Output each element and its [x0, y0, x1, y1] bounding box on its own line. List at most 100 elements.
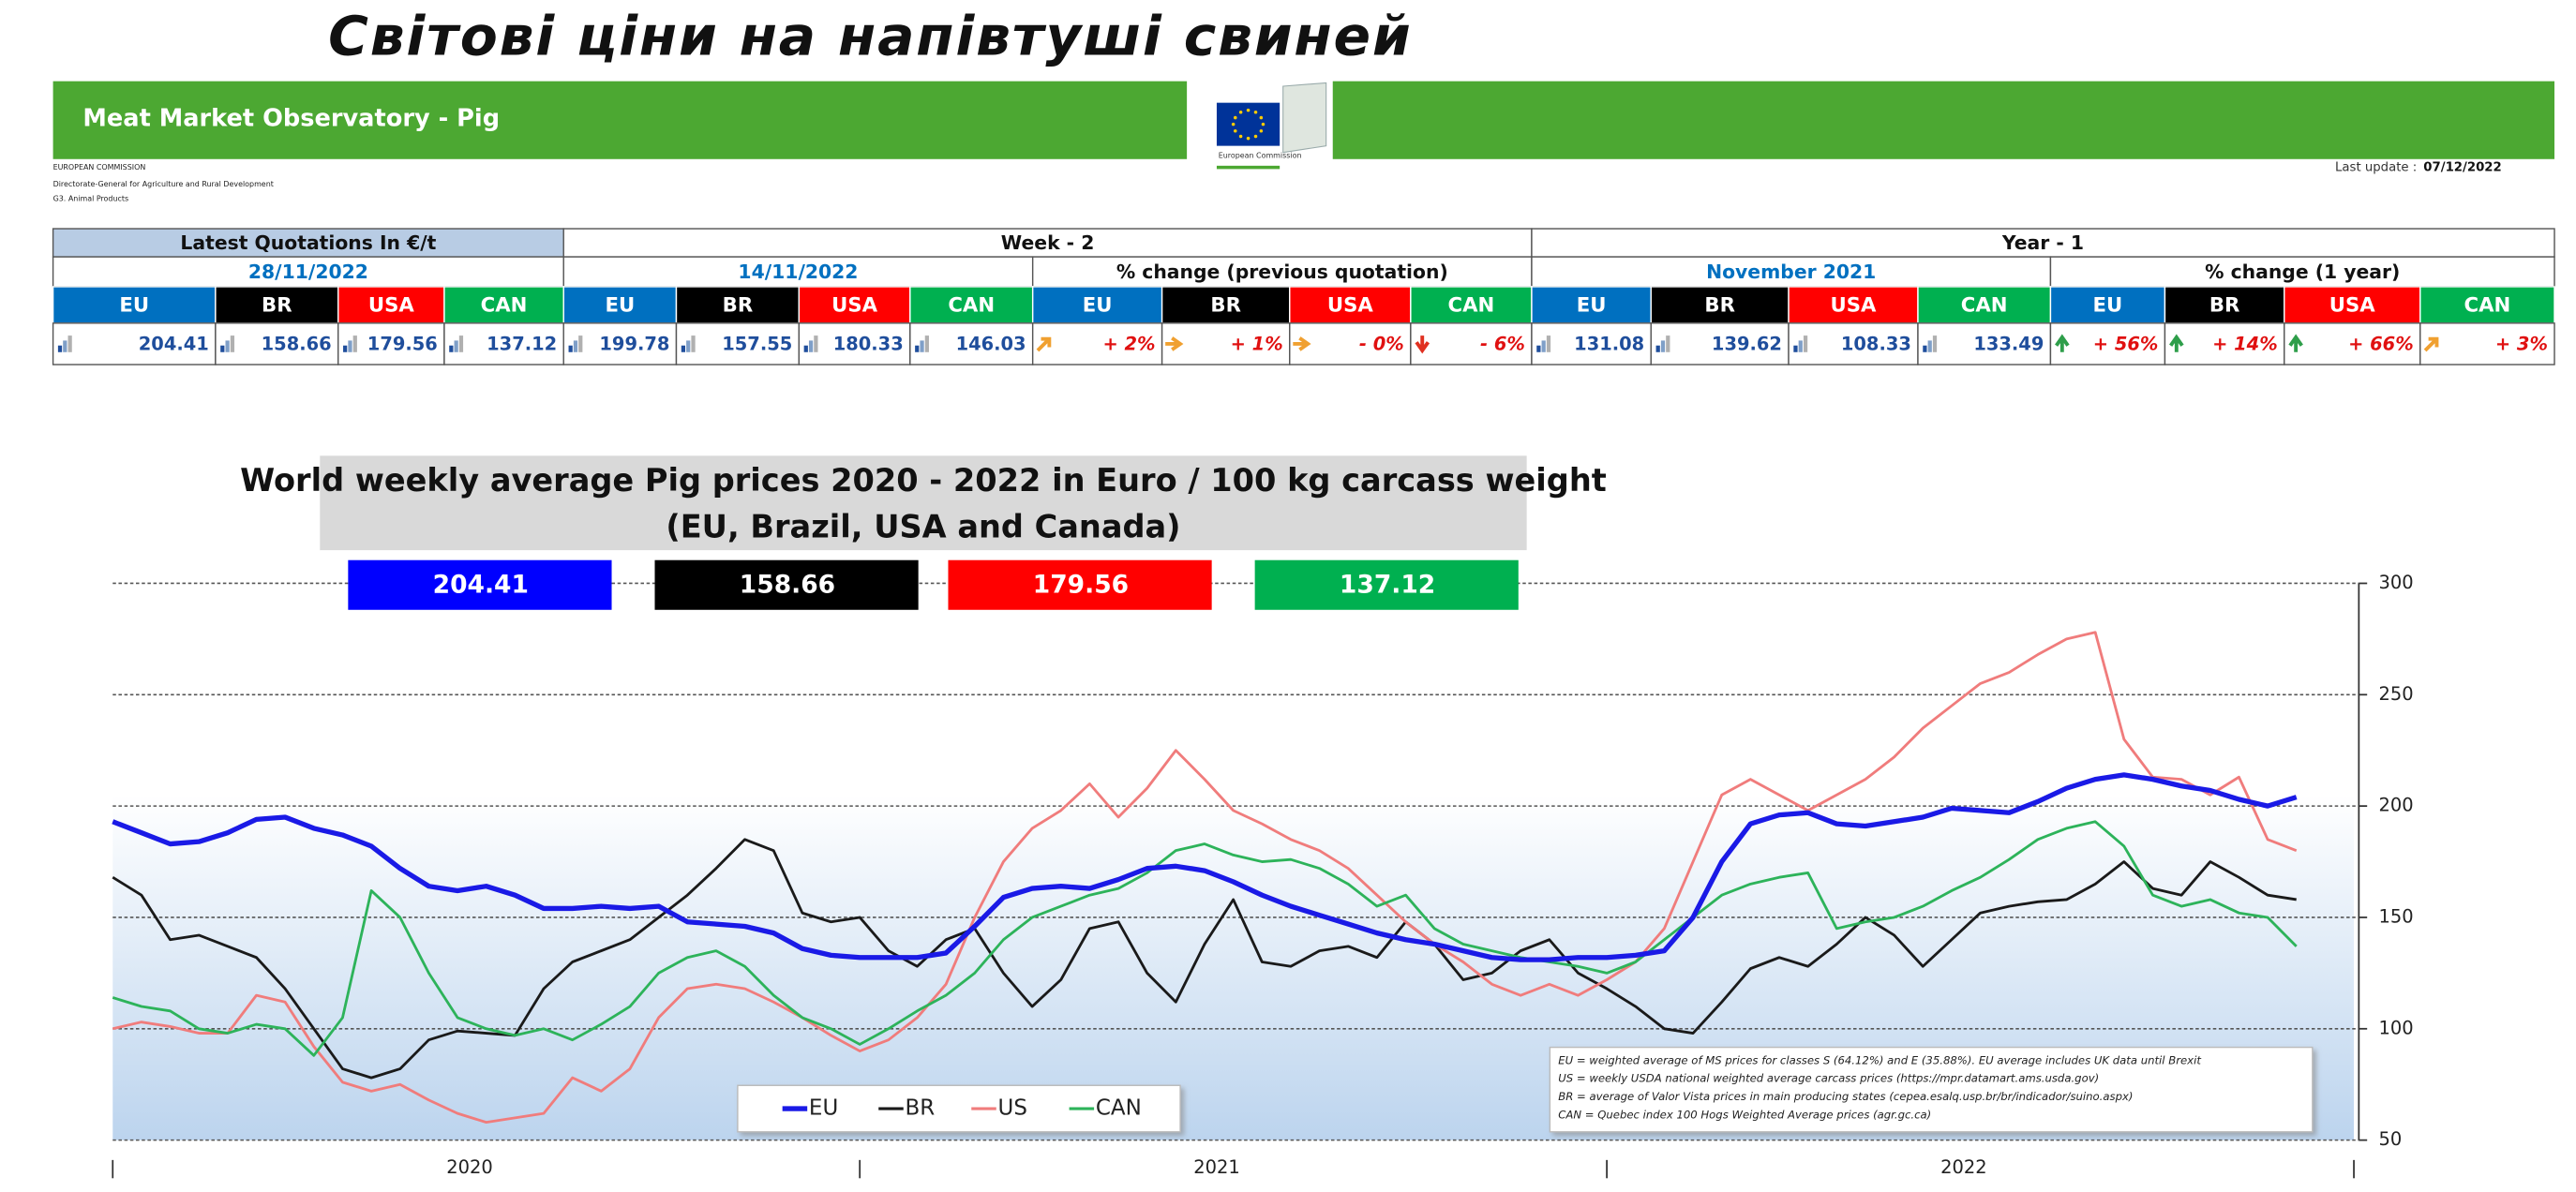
bar-icon-part — [808, 340, 814, 352]
subgroup-header: 14/11/2022 — [738, 261, 858, 283]
org-line: G3. Animal Products — [53, 195, 129, 203]
cell-value: 146.03 — [956, 333, 1026, 354]
bar-icon-part — [686, 340, 691, 352]
legend-label: BR — [906, 1096, 936, 1121]
cell-value: 158.66 — [262, 333, 332, 354]
bar-icon-part — [573, 340, 578, 352]
notes-box — [1549, 1046, 2314, 1133]
bar-icon-part — [1536, 345, 1541, 352]
trend-arrow — [2169, 334, 2184, 352]
column-header: BR — [1704, 293, 1735, 317]
value-cell — [2284, 322, 2421, 365]
page-title: Світові ціни на напівтуші свиней — [328, 5, 1412, 68]
y-tick-label: 200 — [2379, 795, 2414, 816]
trend-arrow — [2055, 334, 2070, 352]
column-header-cell — [2419, 286, 2555, 324]
bar-icon — [681, 335, 696, 352]
group-cell — [562, 228, 1533, 258]
cell-value: + 1% — [1231, 333, 1283, 354]
bar-icon-part — [348, 340, 352, 352]
column-header-cell — [2049, 286, 2166, 324]
bar-icon — [220, 335, 235, 352]
note-line: BR = average of Valor Vista prices in ma… — [1558, 1090, 2133, 1103]
note-line: CAN = Quebec index 100 Hogs Weighted Ave… — [1558, 1109, 1931, 1122]
bar-icon-part — [681, 345, 686, 352]
group-header: Year - 1 — [2001, 231, 2084, 254]
trend-arrow — [1293, 336, 1311, 351]
bar-icon — [803, 335, 818, 352]
column-header: CAN — [481, 293, 528, 317]
bar-icon-part — [915, 345, 920, 352]
header-title: Meat Market Observatory - Pig — [82, 104, 500, 132]
latest-value: 179.56 — [1033, 571, 1129, 600]
logo-underline — [1216, 165, 1281, 170]
bar-icon — [1655, 335, 1670, 352]
logo-building — [1282, 82, 1327, 154]
value-cell — [2049, 322, 2166, 365]
value-cell — [1410, 322, 1533, 365]
column-header: BR — [723, 293, 754, 317]
bar-icon-part — [1546, 335, 1551, 352]
column-header: EU — [119, 293, 149, 317]
column-header: EU — [2093, 293, 2123, 317]
bar-icon — [568, 335, 583, 352]
value-cell — [443, 322, 564, 365]
value-cell — [675, 322, 801, 365]
value-cell — [1531, 322, 1652, 365]
cell-value: + 56% — [2093, 333, 2159, 354]
logo-stars — [1231, 108, 1266, 141]
value-cell — [52, 322, 217, 365]
cell-value: 139.62 — [1712, 333, 1782, 354]
column-header-cell — [1917, 286, 2052, 324]
subgroup-header: November 2021 — [1706, 261, 1876, 283]
column-header: USA — [1831, 293, 1878, 317]
latest-value-box — [654, 559, 919, 610]
ec-logo: European Commission — [1187, 79, 1333, 172]
chart-title: World weekly average Pig prices 2020 - 2… — [240, 462, 1607, 499]
legend-label: EU — [809, 1096, 838, 1121]
bar-icon-part — [1541, 340, 1546, 352]
series-line — [112, 631, 2298, 1125]
bar-icon-part — [454, 340, 458, 352]
bar-icon-part — [230, 335, 235, 352]
column-header-cell — [1161, 286, 1291, 324]
cell-value: + 14% — [2212, 333, 2278, 354]
column-header: CAN — [1448, 293, 1495, 317]
bar-icon — [1793, 335, 1808, 352]
bar-icon-part — [67, 335, 72, 352]
cell-value: - 6% — [1480, 333, 1525, 354]
chart-subtitle: (EU, Brazil, USA and Canada) — [666, 509, 1180, 545]
bar-icon-part — [1666, 335, 1670, 352]
subgroup-cell — [1531, 256, 2052, 288]
bar-icon-part — [1655, 345, 1660, 352]
column-header: USA — [0, 293, 23, 317]
column-header-cell — [909, 286, 1034, 324]
value-cell — [562, 322, 678, 365]
series-line — [112, 772, 2298, 962]
value-cell — [1917, 322, 2052, 365]
column-header-cell — [798, 286, 911, 324]
column-header-cell — [52, 286, 217, 324]
x-tick-label: 2022 — [1940, 1156, 1986, 1178]
column-header: USA — [368, 293, 415, 317]
bar-icon — [1536, 335, 1551, 352]
column-header-cell — [1788, 286, 1919, 324]
bar-icon-part — [225, 340, 230, 352]
x-tick-label: 2020 — [446, 1156, 492, 1178]
column-header: USA — [831, 293, 878, 317]
bar-icon-part — [449, 345, 454, 352]
bar-icon — [343, 335, 357, 352]
cell-value: + 2% — [1102, 333, 1155, 354]
cell-value: 133.49 — [1973, 333, 2044, 354]
cell-value: 199.78 — [599, 333, 669, 354]
bar-icon-part — [920, 340, 924, 352]
value-cell — [1650, 322, 1790, 365]
note-line: US = weekly USDA national weighted avera… — [1558, 1072, 2099, 1085]
subgroup-header: % change (1 year) — [2205, 261, 2400, 283]
org-line: Directorate-General for Agriculture and … — [53, 180, 274, 188]
latest-value-box — [1254, 559, 1519, 610]
cell-value: 137.12 — [487, 333, 557, 354]
y-tick-label: 300 — [2379, 572, 2414, 593]
trend-arrow — [2423, 336, 2439, 352]
